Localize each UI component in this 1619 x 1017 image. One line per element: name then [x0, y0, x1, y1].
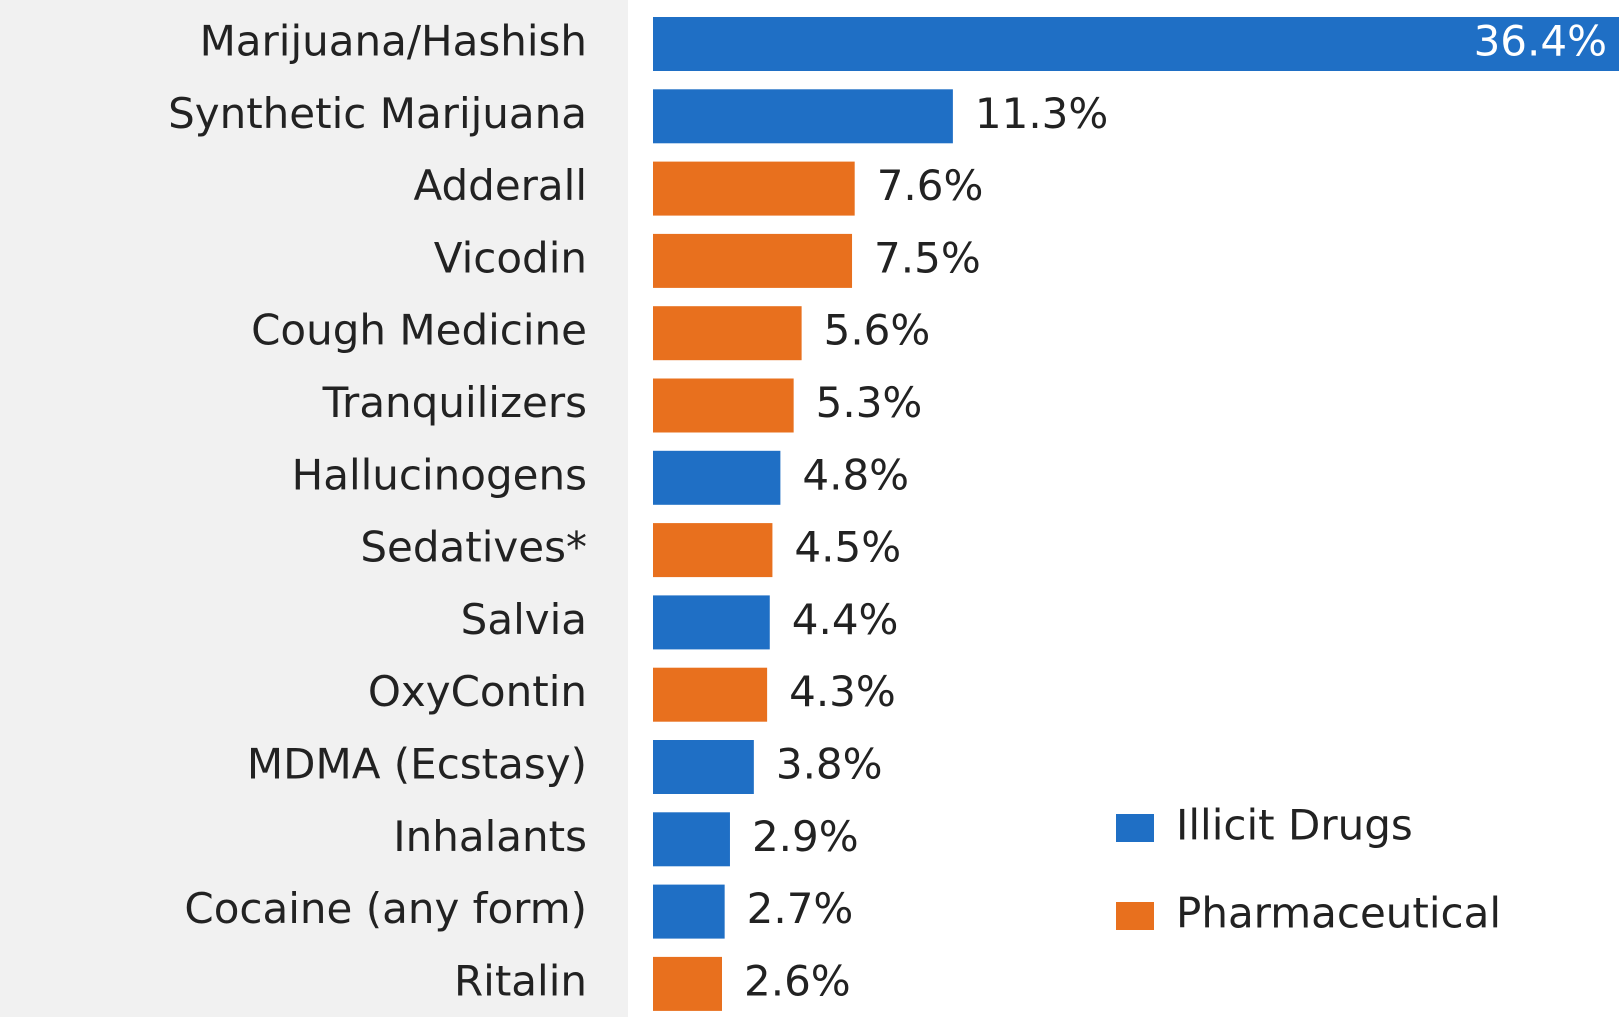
y-tick-label: Inhalants	[393, 812, 587, 861]
bar	[653, 378, 794, 433]
data-label: 4.5%	[794, 523, 901, 572]
data-label: 4.8%	[802, 450, 909, 499]
bar	[653, 812, 730, 867]
data-label: 5.6%	[824, 306, 931, 355]
data-label: 11.3%	[975, 89, 1108, 138]
bar	[653, 233, 853, 288]
bar	[653, 667, 768, 722]
y-tick-label: Synthetic Marijuana	[168, 89, 587, 138]
data-label: 2.7%	[747, 884, 854, 933]
y-tick-label: Marijuana/Hashish	[200, 17, 587, 66]
y-tick-label: Ritalin	[454, 956, 587, 1005]
legend-swatch	[1116, 814, 1154, 842]
bar	[653, 740, 754, 794]
y-tick-label: OxyContin	[368, 667, 587, 716]
data-label: 36.4%	[1474, 17, 1607, 66]
legend-label: Pharmaceutical	[1176, 889, 1501, 938]
data-label: 2.6%	[744, 956, 851, 1005]
bar	[653, 306, 802, 361]
y-tick-label: Salvia	[461, 595, 587, 644]
legend-label: Illicit Drugs	[1176, 801, 1413, 850]
data-label: 5.3%	[816, 378, 923, 427]
legend-swatch	[1116, 902, 1154, 930]
bar	[653, 523, 773, 578]
bar	[653, 17, 1619, 71]
y-tick-label: Cocaine (any form)	[184, 884, 587, 933]
label-panel	[0, 0, 628, 1017]
bar	[653, 956, 722, 1011]
y-tick-label: Sedatives*	[360, 523, 587, 572]
data-label: 7.6%	[877, 161, 984, 210]
y-tick-label: Cough Medicine	[251, 306, 587, 355]
y-tick-label: Hallucinogens	[292, 450, 587, 499]
bar	[653, 89, 953, 144]
bar	[653, 450, 781, 505]
y-tick-label: Vicodin	[434, 233, 587, 282]
y-tick-label: Adderall	[414, 161, 588, 210]
y-tick-label: MDMA (Ecstasy)	[247, 740, 587, 789]
bar	[653, 884, 725, 939]
data-label: 4.3%	[789, 667, 896, 716]
data-label: 2.9%	[752, 812, 859, 861]
data-label: 7.5%	[874, 233, 981, 282]
y-tick-label: Tranquilizers	[322, 378, 587, 427]
data-label: 3.8%	[776, 740, 883, 789]
bar	[653, 595, 770, 650]
bar	[653, 161, 855, 216]
data-label: 4.4%	[792, 595, 899, 644]
